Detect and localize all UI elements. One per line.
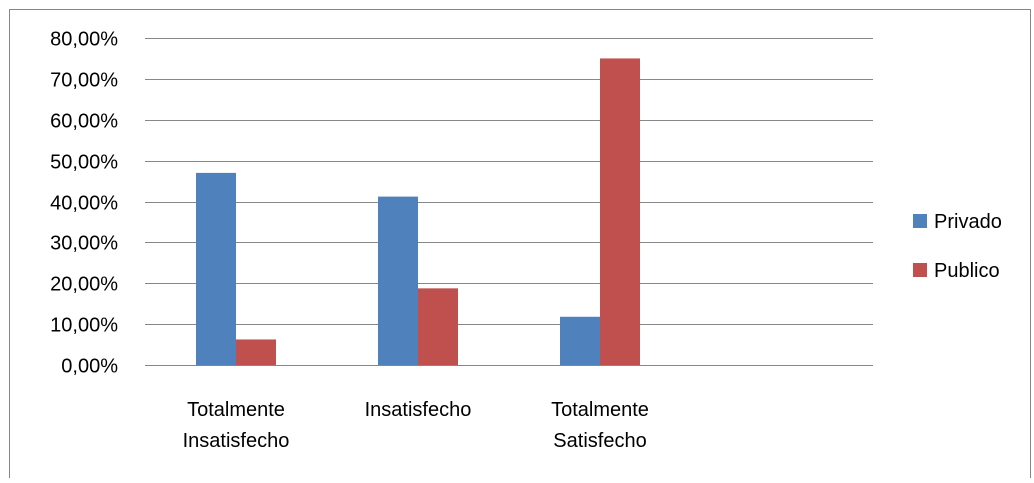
y-tick-label: 60,00% <box>50 111 118 133</box>
legend-swatch-publico <box>913 263 927 277</box>
bar-publico <box>236 339 276 365</box>
x-tick-label: Totalmente <box>187 399 285 421</box>
x-tick-label: Insatisfecho <box>183 430 290 452</box>
y-tick-label: 50,00% <box>50 152 118 174</box>
chart-border <box>9 9 1031 483</box>
y-tick-label: 20,00% <box>50 274 118 296</box>
gridlines <box>145 38 873 366</box>
x-tick-label: Totalmente <box>551 399 649 421</box>
y-tick-label: 70,00% <box>50 70 118 92</box>
x-axis-tick-labels: Totalmente Insatisfecho Insatisfecho Totalm… <box>183 399 649 452</box>
y-tick-label: 30,00% <box>50 233 118 255</box>
legend-label-publico: Publico <box>934 260 1000 282</box>
legend: Privado Publico <box>913 211 1002 282</box>
y-tick-label: 10,00% <box>50 315 118 337</box>
legend-label-privado: Privado <box>934 211 1002 233</box>
bar-privado <box>378 196 418 365</box>
bar-privado <box>196 172 236 365</box>
bars <box>196 58 640 365</box>
legend-swatch-privado <box>913 214 927 228</box>
y-axis-tick-labels: 0,00% 10,00% 20,00% 30,00% 40,00% 50,00% 60,00… <box>50 29 118 378</box>
bar-publico <box>418 288 458 365</box>
bar-privado <box>560 316 600 365</box>
y-tick-label: 80,00% <box>50 29 118 51</box>
y-tick-label: 0,00% <box>61 356 118 378</box>
bar-publico <box>600 58 640 365</box>
y-tick-label: 40,00% <box>50 193 118 215</box>
x-tick-label: Satisfecho <box>553 430 646 452</box>
x-tick-label: Insatisfecho <box>365 399 472 421</box>
